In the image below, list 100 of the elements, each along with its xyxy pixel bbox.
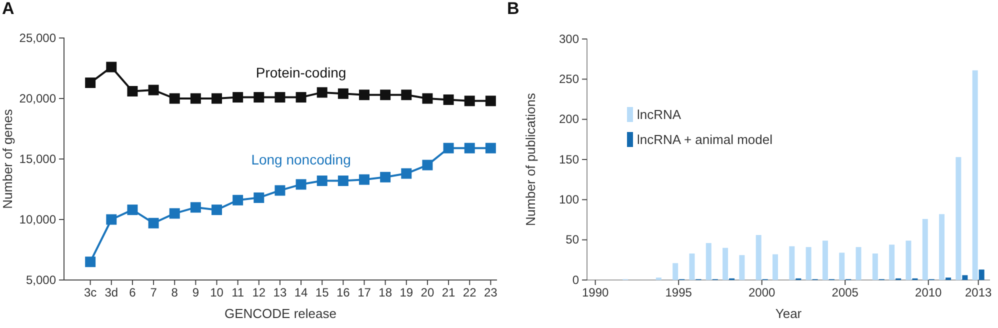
bar [956,157,962,280]
x-tick-label: 22 [462,286,477,300]
bar [889,244,895,280]
bar [962,275,968,280]
series-label: Protein-coding [256,64,346,80]
point [485,142,496,154]
legend-label: lncRNA [637,107,682,122]
bar [978,270,984,280]
point [274,185,286,196]
point [148,218,159,228]
point [127,204,138,216]
x-tick-label: 3c [84,286,97,300]
point [254,192,264,203]
y-tick-label: 150 [558,152,580,166]
point [464,96,475,106]
y-tick-label: 10,000 [19,212,56,226]
y-tick-label: 0 [572,272,580,287]
point [296,179,306,190]
x-axis-title: Year [775,306,802,321]
point [212,204,222,216]
bar [922,218,928,280]
point [169,93,180,104]
point [422,93,433,104]
bar [872,253,878,280]
x-tick-label: 3d [104,286,118,300]
point [232,194,244,206]
bar [706,243,712,280]
x-tick-label: 15 [315,286,330,300]
y-tick-label: 25,000 [19,30,56,45]
x-tick-label: 20 [420,286,434,300]
chart-title: A [2,0,14,18]
point [380,172,391,182]
point [190,93,201,104]
x-tick-label: 10 [210,286,224,300]
x-tick-label: 11 [232,286,244,300]
x-tick-label: 21 [442,286,456,300]
series-label: Long noncoding [251,151,351,168]
bar [939,214,945,280]
point [106,214,117,225]
x-tick-label: 19 [400,286,414,300]
x-tick-label: 9 [192,286,200,300]
x-tick-label: 1990 [582,286,609,300]
bar [739,255,745,280]
point [274,92,286,103]
point [401,90,412,100]
x-tick-label: 2010 [915,286,942,300]
bar [972,70,978,280]
point [485,96,496,106]
point [422,160,433,170]
x-tick-label: 8 [171,286,178,300]
x-tick-label: 2005 [832,286,859,300]
point [190,202,201,213]
y-tick-label: 100 [558,192,580,207]
point [296,92,306,103]
x-tick-label: 2013 [964,286,992,300]
bar [839,252,845,280]
x-tick-label: 23 [484,286,498,300]
bar [822,240,828,280]
point [338,88,348,99]
x-tick-label: 16 [336,286,350,300]
point [359,90,370,100]
point [148,84,159,96]
y-tick-label: 5,000 [26,272,56,287]
bar [722,248,728,280]
y-tick-label: 250 [558,72,580,86]
x-axis-title: GENCODE release [224,306,336,321]
x-tick-label: 1995 [665,286,692,300]
x-tick-label: 18 [378,286,392,300]
point [443,94,454,105]
point [169,208,180,219]
y-tick-label: 15,000 [19,152,56,166]
y-axis-title: Number of publications [523,92,538,226]
bar [689,253,695,280]
point [443,142,454,154]
x-tick-label: 7 [150,286,158,300]
y-tick-label: 50 [566,232,580,247]
point [316,87,328,98]
x-tick-label: 6 [129,286,136,300]
x-tick-label: 13 [273,286,287,300]
point [232,92,244,103]
point [85,78,96,88]
x-tick-label: 17 [358,286,372,300]
point [316,176,328,186]
point [359,174,370,185]
point [401,168,412,179]
point [106,62,117,72]
legend-label: lncRNA + animal model [637,132,773,147]
y-axis-title: Number of genes [0,108,15,209]
bar [672,263,678,280]
x-tick-label: 12 [252,286,266,300]
point [338,176,348,186]
bar [789,246,795,280]
chart-title: B [507,0,520,18]
point [85,256,96,268]
x-tick-label: 14 [294,286,308,300]
point [254,92,264,103]
bar [756,235,762,280]
point [464,142,475,154]
point [127,86,138,96]
y-tick-label: 200 [558,112,580,126]
